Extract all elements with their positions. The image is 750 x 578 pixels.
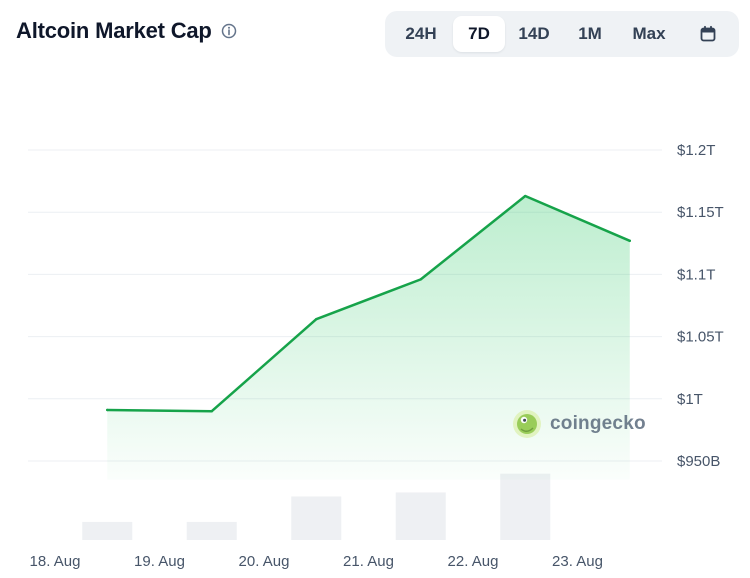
calendar-icon xyxy=(699,25,717,43)
y-tick-label: $1.15T xyxy=(677,204,724,221)
x-tick-label: 20. Aug xyxy=(239,553,290,570)
x-tick-label: 19. Aug xyxy=(134,553,185,570)
volume-bar xyxy=(291,496,342,540)
y-tick-label: $950B xyxy=(677,453,720,470)
y-axis-ticks: $950B $1T $1.05T $1.1T $1.15T $1.2T xyxy=(677,142,724,470)
x-tick-label: 22. Aug xyxy=(448,553,499,570)
x-axis-ticks: 18. Aug 19. Aug 20. Aug 21. Aug 22. Aug 23. A… xyxy=(30,553,603,570)
watermark-text: coingecko xyxy=(550,413,646,434)
volume-bar xyxy=(82,521,133,540)
data-point[interactable] xyxy=(628,239,631,243)
tab-1m[interactable]: 1M xyxy=(578,24,602,43)
y-tick-label: $1.2T xyxy=(677,142,715,159)
series-line xyxy=(106,194,631,413)
tab-max[interactable]: Max xyxy=(632,24,666,43)
coingecko-logo-icon xyxy=(512,409,542,439)
data-point[interactable] xyxy=(210,410,213,413)
line-layer xyxy=(106,194,631,413)
volume-bar xyxy=(395,492,446,540)
area-fill-layer xyxy=(107,196,630,480)
tab-7d[interactable]: 7D xyxy=(453,16,505,52)
x-tick-label: 23. Aug xyxy=(552,553,603,570)
title-row: Altcoin Market Cap xyxy=(16,18,238,44)
tab-24h[interactable]: 24H xyxy=(405,24,437,43)
x-tick-label: 21. Aug xyxy=(343,553,394,570)
data-point[interactable] xyxy=(419,278,422,281)
volume-bar xyxy=(500,473,551,540)
data-point[interactable] xyxy=(106,408,109,412)
info-circle-icon[interactable] xyxy=(220,22,238,40)
time-range-tabs: 24H 7D 14D 1M Max xyxy=(385,11,739,57)
data-point[interactable] xyxy=(315,317,318,321)
data-point[interactable] xyxy=(524,194,527,198)
coingecko-watermark: coingecko xyxy=(512,409,646,439)
calendar-button[interactable] xyxy=(681,16,735,52)
series-area xyxy=(107,196,630,480)
volume-bar xyxy=(186,521,237,540)
y-tick-label: $1.05T xyxy=(677,329,724,346)
y-tick-label: $1.1T xyxy=(677,266,715,283)
y-tick-label: $1T xyxy=(677,391,703,408)
tab-14d[interactable]: 14D xyxy=(518,24,550,43)
page-title: Altcoin Market Cap xyxy=(16,18,212,43)
volume-bars xyxy=(82,473,551,540)
x-tick-label: 18. Aug xyxy=(30,553,81,570)
